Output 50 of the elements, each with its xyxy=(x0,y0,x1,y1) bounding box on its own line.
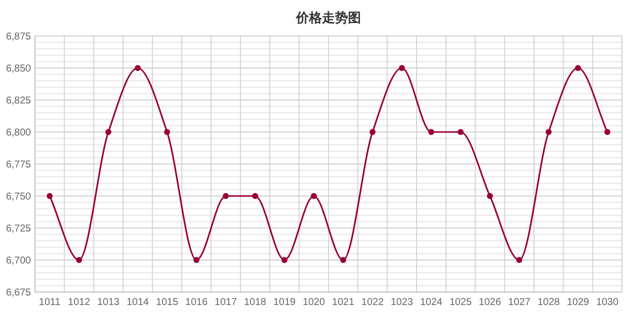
y-tick-label: 6,725 xyxy=(6,224,32,234)
y-tick-label: 6,675 xyxy=(6,288,32,298)
point xyxy=(164,129,170,135)
point xyxy=(546,129,552,135)
y-tick-label: 6,775 xyxy=(6,160,32,170)
x-tick-label: 1023 xyxy=(390,297,414,308)
point xyxy=(486,193,493,199)
x-tick-label: 1022 xyxy=(361,297,384,308)
point xyxy=(370,129,376,135)
point xyxy=(134,65,141,71)
x-tick-label: 1025 xyxy=(449,297,472,308)
point xyxy=(46,193,53,199)
x-tick-label: 1029 xyxy=(566,297,590,308)
x-tick-label: 1012 xyxy=(68,297,91,308)
point xyxy=(398,65,405,71)
x-tick-label: 1017 xyxy=(214,297,238,308)
x-tick-label: 1020 xyxy=(302,297,326,308)
point xyxy=(574,65,581,71)
x-tick-label: 1027 xyxy=(508,297,531,308)
y-tick-label: 6,850 xyxy=(6,64,32,74)
chart-title: 价格走势图 xyxy=(295,10,361,25)
y-tick-label: 6,800 xyxy=(6,128,32,138)
point xyxy=(252,193,258,199)
x-tick-label: 1018 xyxy=(244,297,267,308)
point xyxy=(193,257,200,263)
point xyxy=(310,193,317,199)
x-tick-label: 1013 xyxy=(97,297,120,308)
y-tick-label: 6,875 xyxy=(6,32,32,42)
point xyxy=(222,193,229,199)
point xyxy=(428,129,434,135)
x-tick-label: 1028 xyxy=(538,297,560,308)
x-tick-label: 1024 xyxy=(420,297,443,308)
x-tick-label: 1015 xyxy=(156,297,179,308)
x-tick-label: 1014 xyxy=(126,297,150,308)
x-tick-label: 1021 xyxy=(332,297,355,308)
point xyxy=(105,129,112,135)
y-tick-label: 6,750 xyxy=(6,192,32,202)
point xyxy=(604,129,610,135)
x-tick-label: 1011 xyxy=(38,297,61,308)
point xyxy=(76,257,82,263)
point xyxy=(340,257,346,263)
y-tick-label: 6,700 xyxy=(6,256,32,266)
point xyxy=(281,257,288,263)
y-tick-label: 6,825 xyxy=(6,96,32,106)
x-tick-label: 1030 xyxy=(596,297,619,308)
point xyxy=(516,257,522,263)
point xyxy=(458,129,464,135)
x-tick-label: 1019 xyxy=(273,297,296,308)
x-tick-label: 1016 xyxy=(185,297,208,308)
x-tick-label: 1026 xyxy=(478,297,502,308)
